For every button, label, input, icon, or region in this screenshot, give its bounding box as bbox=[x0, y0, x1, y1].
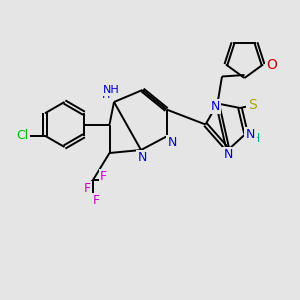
Text: F: F bbox=[92, 194, 100, 208]
Text: H: H bbox=[250, 131, 260, 145]
Text: N: N bbox=[168, 136, 177, 149]
Text: O: O bbox=[266, 58, 277, 71]
Text: N: N bbox=[223, 148, 233, 161]
Text: N: N bbox=[138, 151, 147, 164]
Text: F: F bbox=[83, 182, 91, 196]
Text: N: N bbox=[246, 128, 255, 142]
Text: N: N bbox=[210, 100, 220, 113]
Text: F: F bbox=[100, 170, 107, 184]
Text: Cl: Cl bbox=[16, 129, 28, 142]
Text: NH: NH bbox=[103, 85, 119, 95]
Text: H: H bbox=[102, 89, 111, 100]
Text: S: S bbox=[248, 98, 256, 112]
